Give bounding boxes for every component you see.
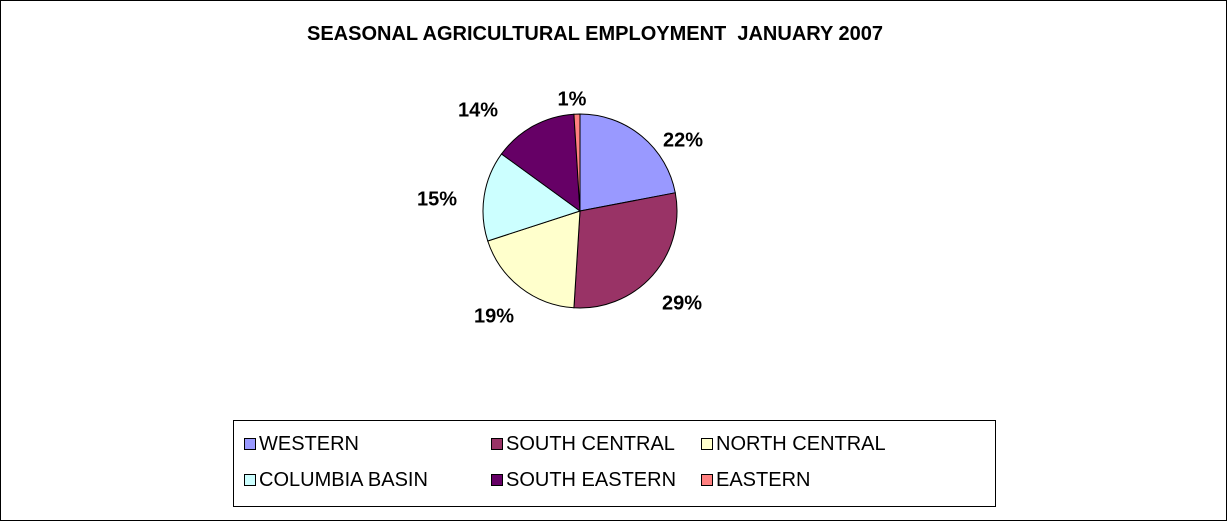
data-label-western: 22% xyxy=(663,129,703,151)
legend-swatch xyxy=(244,474,256,486)
legend-swatch xyxy=(491,474,503,486)
pie-slice-north-central xyxy=(487,210,581,309)
pie-slice-south-central xyxy=(573,192,678,309)
legend-swatch xyxy=(244,438,256,450)
legend-label: EASTERN xyxy=(716,469,811,491)
data-label-columbia-basin: 15% xyxy=(417,188,457,210)
legend-label: COLUMBIA BASIN xyxy=(259,469,428,491)
pie-slice-eastern xyxy=(573,113,581,212)
data-label-north-central: 19% xyxy=(474,305,514,327)
chart-title: SEASONAL AGRICULTURAL EMPLOYMENT JANUARY… xyxy=(306,23,883,45)
data-label-eastern: 1% xyxy=(558,88,587,110)
pie-chart: 22% 29% 19% 15% 14% 1% xyxy=(417,88,703,327)
legend-label: SOUTH CENTRAL xyxy=(506,433,675,455)
legend-swatch xyxy=(701,474,713,486)
data-label-south-eastern: 14% xyxy=(458,99,498,121)
pie-slice-western xyxy=(579,113,676,212)
legend-label: NORTH CENTRAL xyxy=(716,433,886,455)
legend-swatch xyxy=(491,438,503,450)
pie-slice-south-eastern xyxy=(500,113,581,213)
legend-label: WESTERN xyxy=(259,433,359,455)
pie-slice-columbia-basin xyxy=(482,153,582,242)
data-label-south-central: 29% xyxy=(662,292,702,314)
legend-label: SOUTH EASTERN xyxy=(506,469,677,491)
chart-legend: WESTERN SOUTH CENTRAL NORTH CENTRAL COLUMBI… xyxy=(233,420,996,507)
legend-swatch xyxy=(701,438,713,450)
